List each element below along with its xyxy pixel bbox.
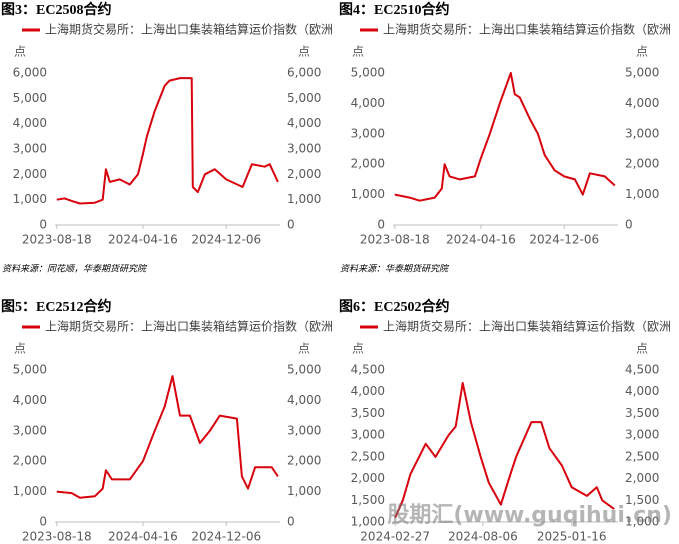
y-tick-label: 5,000: [351, 66, 385, 80]
y2-tick-label: 3,000: [625, 126, 659, 140]
y2-tick-label: 2,000: [625, 471, 659, 485]
y2-tick-label: 1,000: [625, 515, 659, 529]
source-note: 资料来源：华泰期货研究院: [340, 264, 450, 275]
y-tick-label: 5,000: [13, 363, 47, 377]
y-tick-label: 1,000: [13, 192, 47, 206]
y2-tick-label: 1,000: [287, 192, 321, 206]
y-tick-label: 0: [39, 218, 47, 232]
x-tick-label: 2023-08-18: [22, 530, 92, 544]
y-tick-label: 3,000: [351, 428, 385, 442]
y2-tick-label: 4,000: [625, 384, 659, 398]
chart-title: 图4：EC2510合约: [339, 1, 449, 18]
x-tick-label: 2024-04-16: [108, 233, 178, 247]
y2-tick-label: 6,000: [287, 66, 321, 80]
data-line: [394, 382, 615, 519]
y-tick-label: 3,000: [351, 126, 385, 140]
y2-tick-label: 0: [287, 515, 295, 529]
data-line: [56, 375, 279, 499]
y-tick-label: 4,500: [351, 363, 385, 377]
y-tick-label: 1,000: [13, 484, 47, 498]
y-tick-label: 2,500: [351, 449, 385, 463]
y2-tick-label: 3,000: [287, 423, 321, 437]
x-tick-label: 2024-12-06: [191, 233, 261, 247]
y-tick-label: 3,000: [13, 142, 47, 156]
y2-tick-label: 0: [287, 218, 295, 232]
y-unit: 点: [352, 45, 364, 59]
x-tick-label: 2023-08-18: [360, 233, 430, 247]
y-tick-label: 4,000: [351, 384, 385, 398]
y-tick-label: 4,000: [13, 116, 47, 130]
x-tick-label: 2024-12-06: [529, 233, 599, 247]
x-tick-label: 2024-04-16: [108, 530, 178, 544]
y-tick-label: 2,000: [351, 471, 385, 485]
y-tick-label: 6,000: [13, 66, 47, 80]
legend-label: 上海期货交易所：上海出口集装箱结算运价指数（欧洲: [383, 22, 671, 37]
y2-tick-label: 5,000: [287, 363, 321, 377]
watermark: 股期汇(www.guqihui.cn): [387, 503, 672, 528]
y-tick-label: 4,000: [351, 96, 385, 110]
y2-tick-label: 4,000: [287, 393, 321, 407]
y2-tick-label: 2,000: [625, 157, 659, 171]
y2-tick-label: 3,500: [625, 406, 659, 420]
y2-tick-label: 4,000: [625, 96, 659, 110]
y2-tick-label: 5,000: [287, 91, 321, 105]
y2-tick-label: 3,000: [287, 142, 321, 156]
data-line: [394, 72, 616, 202]
y2-unit: 点: [298, 342, 310, 356]
y-tick-label: 0: [377, 218, 385, 232]
y2-tick-label: 0: [625, 218, 633, 232]
y2-tick-label: 4,000: [287, 116, 321, 130]
legend-label: 上海期货交易所：上海出口集装箱结算运价指数（欧洲: [383, 319, 671, 334]
y2-tick-label: 1,000: [287, 484, 321, 498]
y2-tick-label: 1,500: [625, 493, 659, 507]
x-tick-label: 2024-12-06: [191, 530, 261, 544]
y-tick-label: 5,000: [13, 91, 47, 105]
y-tick-label: 4,000: [13, 393, 47, 407]
x-tick-label: 2024-04-16: [446, 233, 516, 247]
data-line: [56, 77, 279, 205]
y2-tick-label: 3,000: [625, 428, 659, 442]
y-tick-label: 1,500: [351, 493, 385, 507]
y-tick-label: 1,000: [351, 187, 385, 201]
y-tick-label: 2,000: [13, 167, 47, 181]
y-unit: 点: [14, 342, 26, 356]
y2-unit: 点: [636, 45, 648, 59]
chart-title: 图5：EC2512合约: [1, 298, 111, 315]
y2-unit: 点: [298, 45, 310, 59]
chart-title: 图3：EC2508合约: [1, 1, 111, 18]
x-tick-label: 2025-01-16: [537, 530, 607, 544]
y-tick-label: 2,000: [13, 454, 47, 468]
y2-tick-label: 2,000: [287, 167, 321, 181]
y2-tick-label: 2,000: [287, 454, 321, 468]
y2-tick-label: 1,000: [625, 187, 659, 201]
y-unit: 点: [14, 45, 26, 59]
source-note: 资料来源：同花顺，华泰期货研究院: [2, 264, 148, 275]
legend-label: 上海期货交易所：上海出口集装箱结算运价指数（欧洲: [45, 319, 333, 334]
y-tick-label: 3,500: [351, 406, 385, 420]
y2-tick-label: 4,500: [625, 363, 659, 377]
y-tick-label: 3,000: [13, 423, 47, 437]
chart-title: 图6：EC2502合约: [339, 298, 449, 315]
y-tick-label: 2,000: [351, 157, 385, 171]
x-tick-label: 2023-08-18: [22, 233, 92, 247]
x-tick-label: 2024-08-06: [448, 530, 518, 544]
y-tick-label: 1,000: [351, 515, 385, 529]
x-tick-label: 2024-02-27: [360, 530, 430, 544]
legend-label: 上海期货交易所：上海出口集装箱结算运价指数（欧洲: [45, 22, 333, 37]
y2-tick-label: 2,500: [625, 449, 659, 463]
y-unit: 点: [352, 342, 364, 356]
y2-unit: 点: [636, 342, 648, 356]
y-tick-label: 0: [39, 515, 47, 529]
y2-tick-label: 5,000: [625, 66, 659, 80]
